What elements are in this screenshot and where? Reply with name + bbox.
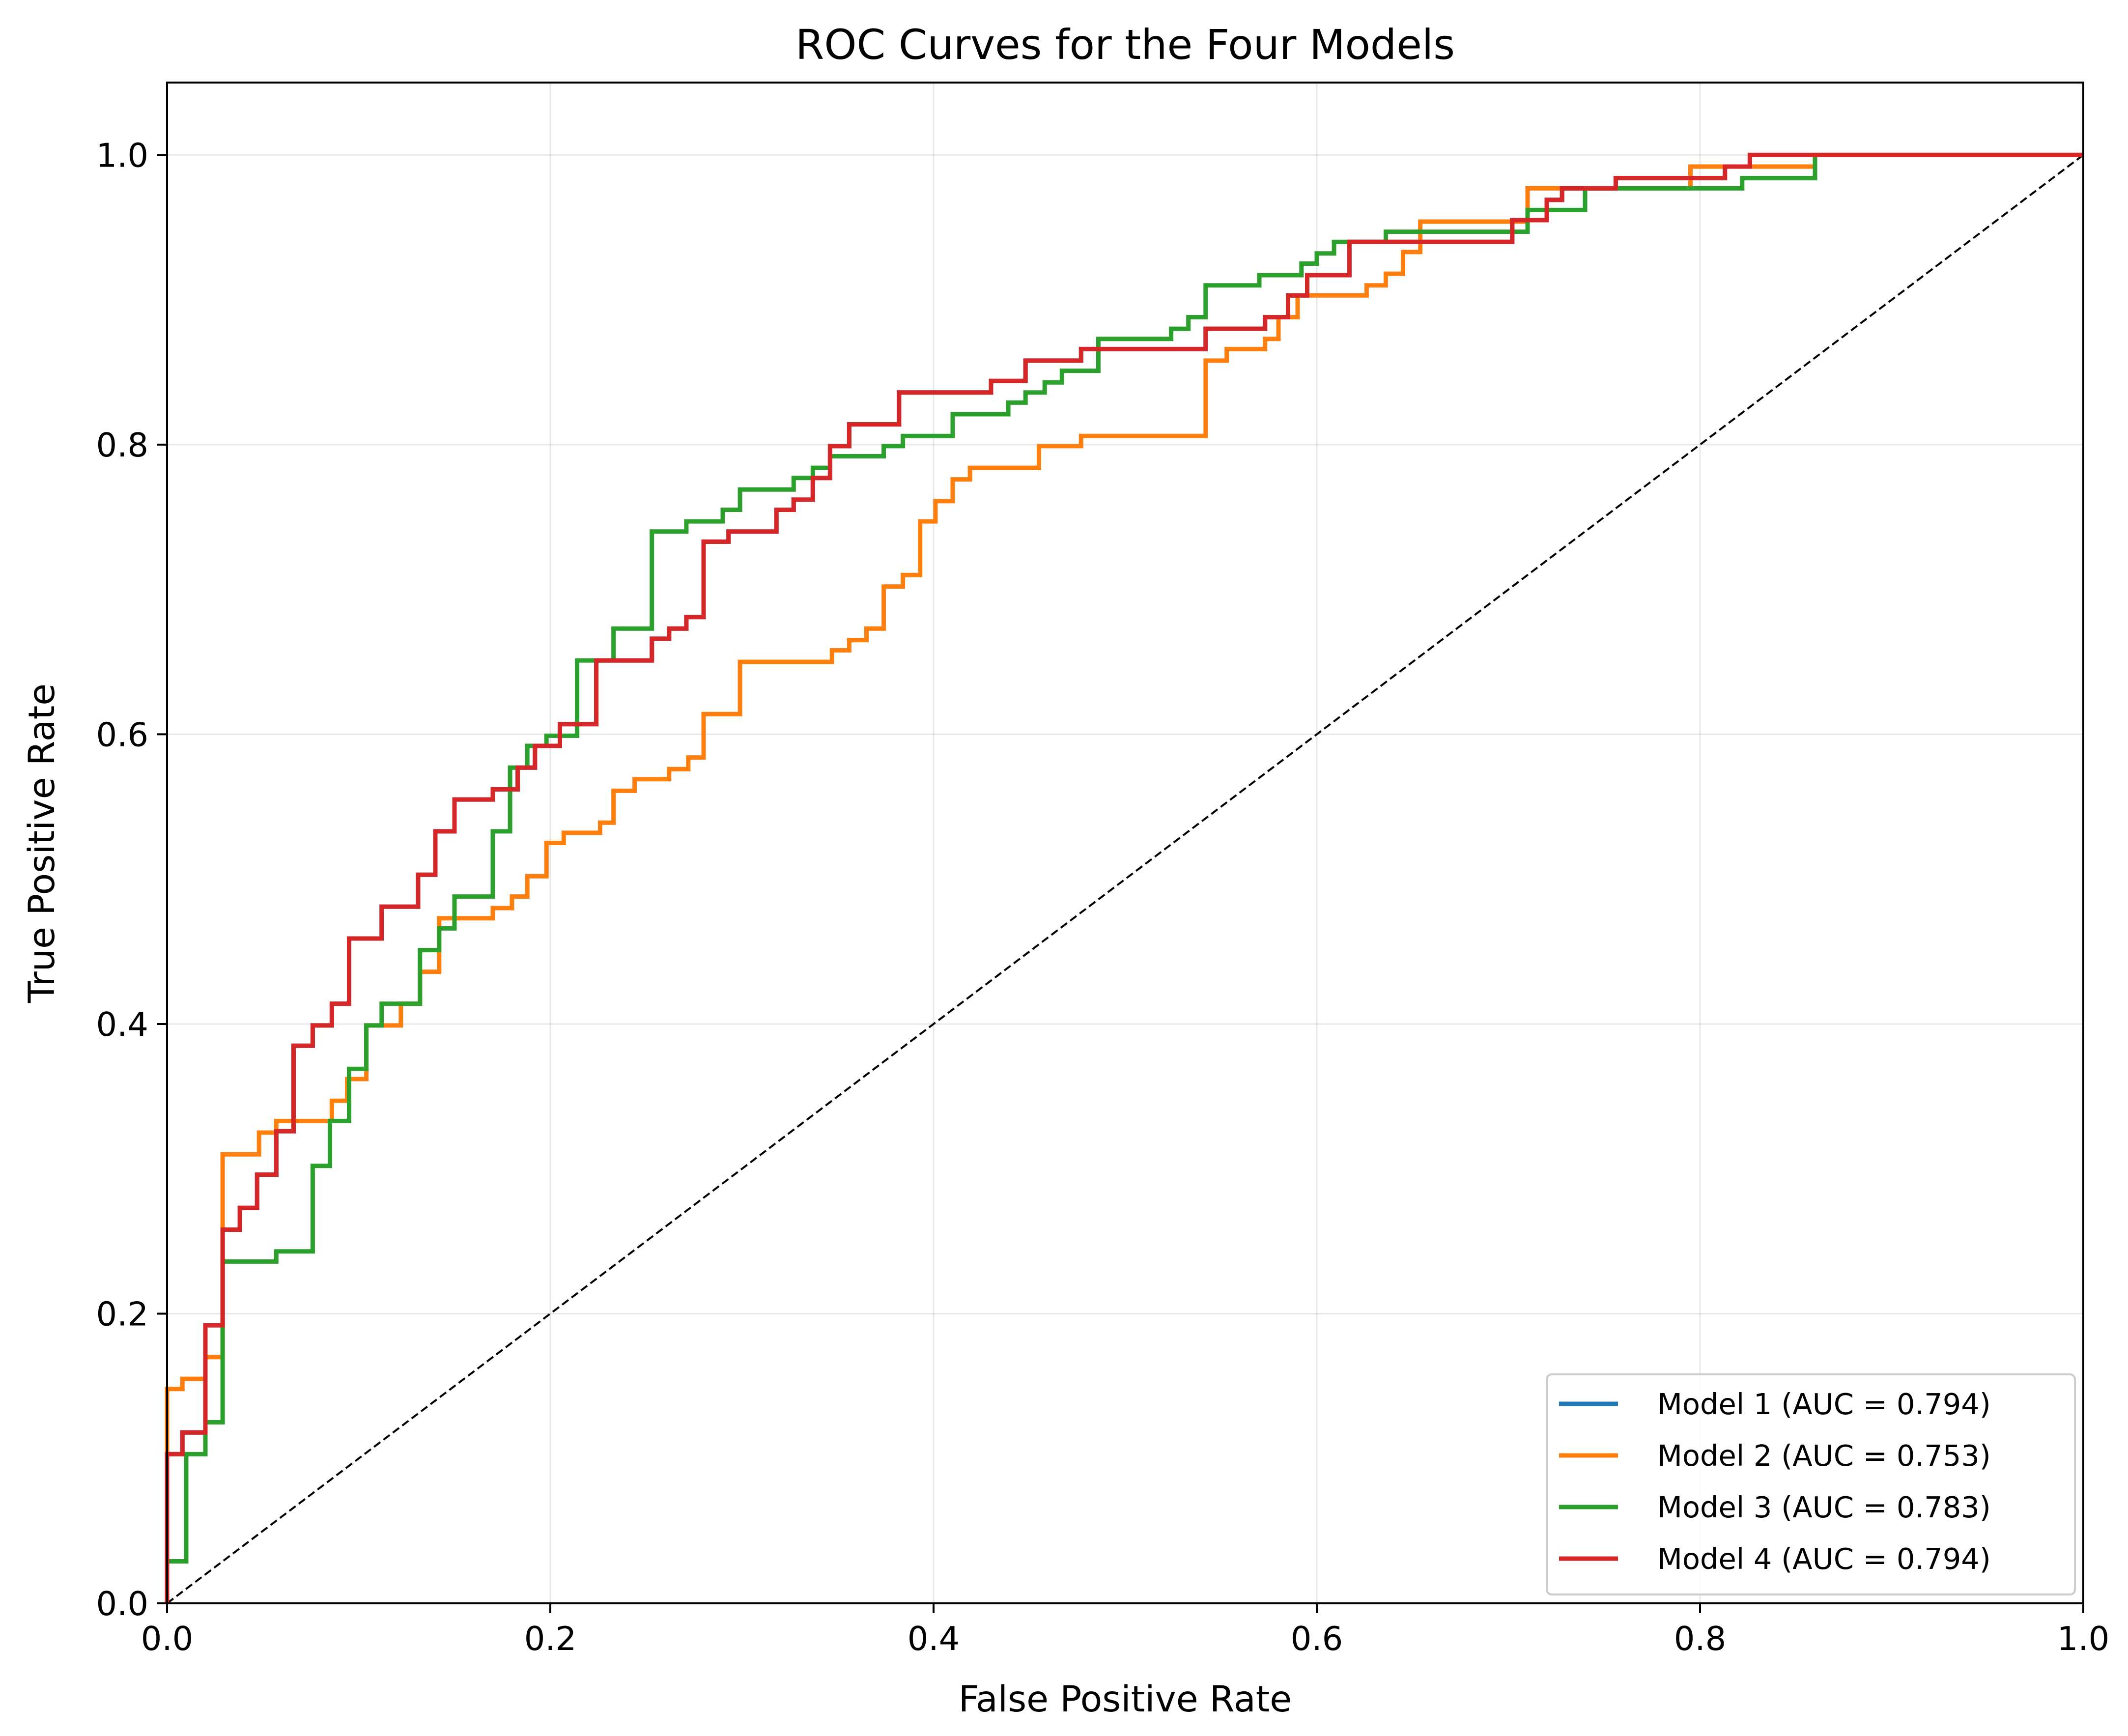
x-axis-label: False Positive Rate xyxy=(959,1679,1292,1720)
series-layer xyxy=(165,152,2083,1603)
plot-frame xyxy=(166,82,2084,1604)
series-line-model-4 xyxy=(165,152,2083,1603)
y-tick-label: 0.2 xyxy=(96,1295,148,1333)
legend-label-model-1: Model 1 (AUC = 0.794) xyxy=(1657,1387,1991,1421)
legend-box xyxy=(1546,1373,2076,1595)
y-tick-label: 0.6 xyxy=(96,715,148,754)
x-tick-label: 0.0 xyxy=(141,1620,194,1658)
y-tick-label: 1.0 xyxy=(96,136,148,174)
x-tick-label: 0.4 xyxy=(908,1620,960,1658)
y-tick-label: 0.4 xyxy=(96,1005,148,1044)
legend-label-model-4: Model 4 (AUC = 0.794) xyxy=(1657,1542,1991,1576)
x-tick-label: 0.6 xyxy=(1291,1620,1343,1658)
legend: Model 1 (AUC = 0.794) Model 2 (AUC = 0.75… xyxy=(1546,1373,2076,1595)
legend-label-model-3: Model 3 (AUC = 0.783) xyxy=(1657,1490,1991,1524)
series-line-model-2 xyxy=(165,152,2083,1603)
series-line-model-3 xyxy=(165,152,2083,1603)
x-tick-label: 0.8 xyxy=(1674,1620,1727,1658)
x-tick-label: 1.0 xyxy=(2057,1620,2110,1658)
chart-title: ROC Curves for the Four Models xyxy=(795,21,1455,69)
ticks-layer: 0.0 0.2 0.4 0.6 0.8 1.0 0.0 0.2 0.4 0.6 0.8 1.0 xyxy=(96,136,2109,1658)
legend-label-model-2: Model 2 (AUC = 0.753) xyxy=(1657,1439,1991,1473)
y-tick-label: 0.0 xyxy=(96,1585,148,1623)
x-tick-label: 0.2 xyxy=(524,1620,577,1658)
y-tick-label: 0.8 xyxy=(96,426,148,464)
y-axis-label: True Positive Rate xyxy=(21,683,63,1003)
